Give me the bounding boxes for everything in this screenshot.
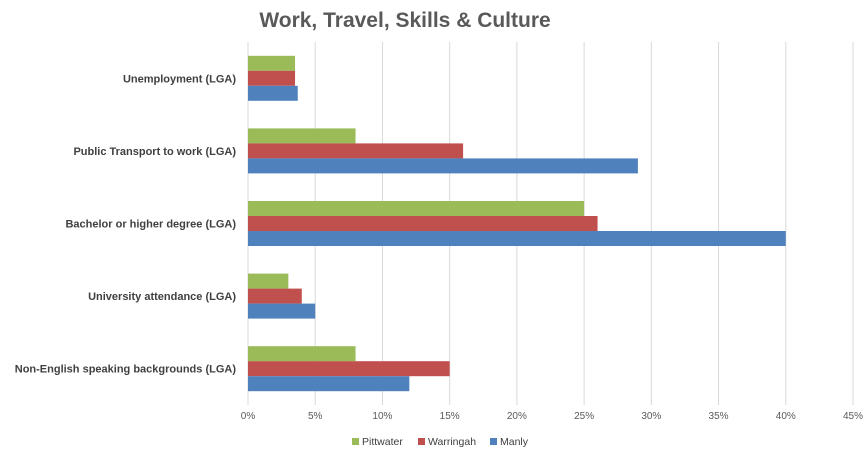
legend-swatch-warringah [418, 438, 425, 445]
bar-manly [248, 376, 410, 392]
legend-swatch-manly [490, 438, 497, 445]
legend-label-manly: Manly [500, 436, 529, 448]
bar-pittwater [248, 128, 356, 144]
x-tick-label: 15% [440, 411, 460, 422]
bar-warringah [248, 216, 598, 231]
category-labels: Unemployment (LGA) Public Transport to wo… [15, 73, 237, 375]
x-tick-label: 0% [241, 411, 256, 422]
bars [248, 55, 786, 392]
x-tick-label: 25% [574, 411, 594, 422]
category-label: Bachelor or higher degree (LGA) [65, 219, 236, 231]
x-axis-ticks: 0% 5% 10% 15% 20% 25% 30% 35% 40% 45% [241, 411, 863, 422]
x-tick-label: 30% [641, 411, 661, 422]
bar-manly [248, 231, 786, 246]
bar-pittwater [248, 273, 289, 289]
legend: Pittwater Warringah Manly [352, 436, 529, 448]
x-tick-label: 5% [308, 411, 323, 422]
x-tick-label: 35% [709, 411, 729, 422]
bar-warringah [248, 361, 450, 377]
legend-swatch-pittwater [352, 438, 359, 445]
bar-manly [248, 158, 638, 174]
x-tick-label: 10% [372, 411, 392, 422]
bar-manly [248, 303, 316, 319]
category-label: Public Transport to work (LGA) [73, 146, 236, 158]
bar-warringah [248, 143, 464, 159]
legend-label-pittwater: Pittwater [362, 436, 403, 448]
category-label: Unemployment (LGA) [123, 73, 236, 85]
bar-pittwater [248, 346, 356, 362]
bar-warringah [248, 288, 302, 304]
legend-label-warringah: Warringah [428, 436, 476, 448]
bar-manly [248, 85, 298, 101]
bar-warringah [248, 70, 296, 86]
category-label: University attendance (LGA) [88, 291, 236, 303]
x-tick-label: 45% [843, 411, 863, 422]
category-label: Non-English speaking backgrounds (LGA) [15, 364, 237, 376]
x-tick-label: 40% [776, 411, 796, 422]
bar-pittwater [248, 55, 296, 71]
chart-title: Work, Travel, Skills & Culture [259, 9, 550, 32]
x-tick-label: 20% [507, 411, 527, 422]
bar-pittwater [248, 201, 585, 216]
